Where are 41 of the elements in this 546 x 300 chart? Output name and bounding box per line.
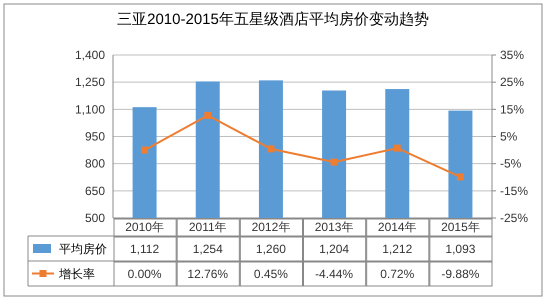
data-label: 0.72% bbox=[380, 267, 415, 281]
data-label: -4.44% bbox=[315, 267, 354, 281]
x-tick-label: 2015年 bbox=[441, 220, 480, 234]
y2-tick-label: -5% bbox=[500, 156, 522, 171]
point bbox=[267, 145, 274, 152]
y2-tick-label: 35% bbox=[500, 48, 524, 62]
y-tick-label: 1,400 bbox=[74, 48, 106, 62]
data-label: 1,212 bbox=[382, 242, 413, 256]
x-tick-label: 2013年 bbox=[314, 220, 354, 234]
point bbox=[330, 158, 338, 166]
point bbox=[456, 173, 464, 180]
data-label: 1,204 bbox=[319, 242, 350, 256]
data-label: -9.88% bbox=[441, 267, 480, 281]
y2-tick-label: 15% bbox=[500, 102, 524, 116]
chart-title: 三亚2010-2015年五星级酒店平均房价变动趋势 bbox=[117, 11, 429, 28]
legend-label: 增长率 bbox=[58, 267, 95, 281]
point bbox=[394, 144, 401, 152]
point bbox=[141, 146, 148, 154]
x-tick-label: 2012年 bbox=[252, 220, 290, 234]
x-tick-label: 2010年 bbox=[125, 220, 164, 234]
legend-label: 平均房价 bbox=[59, 242, 107, 256]
point bbox=[204, 112, 212, 119]
y-tick-label: 500 bbox=[84, 211, 106, 225]
y2-tick-label: 25% bbox=[500, 75, 524, 90]
data-label: 1,093 bbox=[445, 242, 476, 256]
data-label: 0.45% bbox=[254, 267, 288, 281]
y-tick-label: 1,100 bbox=[74, 102, 106, 116]
y2-tick-label: 5% bbox=[500, 130, 518, 144]
y2-tick-label: -25% bbox=[500, 211, 528, 225]
y-tick-label: 1,250 bbox=[74, 75, 106, 90]
data-label: 1,260 bbox=[256, 242, 286, 256]
y-tick-label: 650 bbox=[84, 184, 106, 198]
y2-tick-label: -15% bbox=[500, 184, 528, 198]
data-label: 12.76% bbox=[187, 267, 228, 281]
x-tick-label: 2011年 bbox=[188, 220, 227, 234]
x-tick-label: 2014年 bbox=[378, 220, 417, 234]
data-label: 1,112 bbox=[130, 242, 160, 256]
data-label: 0.00% bbox=[128, 267, 162, 281]
y-tick-label: 800 bbox=[84, 156, 106, 171]
data-label: 1,254 bbox=[192, 242, 224, 256]
y-tick-label: 950 bbox=[84, 130, 106, 144]
